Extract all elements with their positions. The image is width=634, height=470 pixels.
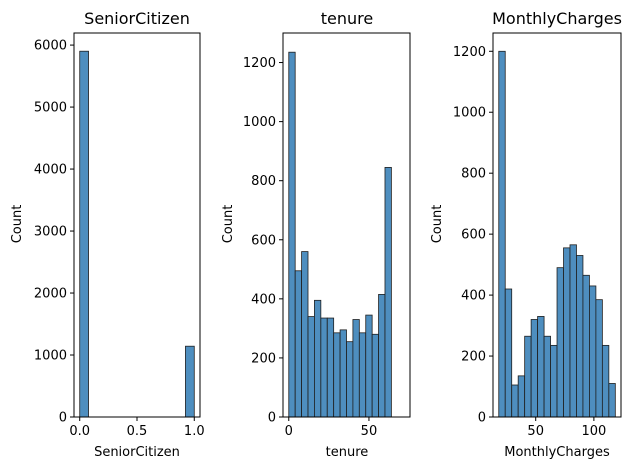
monthly-charges-y-label: Count bbox=[430, 205, 445, 244]
tenure-x-tick-label: 0 bbox=[285, 424, 293, 439]
tenure-bar bbox=[307, 316, 315, 418]
senior-citizen-y-tick-label: 5000 bbox=[34, 101, 67, 116]
tenure-bar bbox=[301, 251, 309, 418]
monthly-charges-bar bbox=[543, 335, 551, 418]
monthly-charges-y-ticks: 0 200 400 600 800 1000 1200 bbox=[453, 45, 493, 426]
monthly-charges-bar bbox=[530, 319, 539, 418]
tenure-x-label: tenure bbox=[326, 445, 369, 460]
senior-citizen-bar bbox=[79, 50, 89, 418]
monthly-charges-bar bbox=[589, 285, 597, 418]
tenure-bar bbox=[314, 299, 322, 418]
tenure-y-tick-label: 200 bbox=[251, 351, 276, 366]
monthly-charges-bar bbox=[582, 274, 590, 418]
monthly-charges-y-tick-label: 1200 bbox=[453, 45, 486, 60]
monthly-charges-bar bbox=[504, 288, 513, 418]
monthly-charges-y-tick-label: 600 bbox=[461, 228, 486, 243]
monthly-charges-bar bbox=[595, 299, 603, 418]
tenure-bars bbox=[288, 51, 392, 418]
senior-citizen-y-ticks: 0 1000 2000 3000 4000 5000 6000 bbox=[34, 39, 74, 426]
monthly-charges-bar bbox=[550, 344, 558, 418]
monthly-charges-histogram: MonthlyCharges 50 100 0 200 400 600 800 1000 12… bbox=[430, 9, 622, 460]
senior-citizen-y-tick-label: 6000 bbox=[34, 39, 67, 54]
senior-citizen-bar bbox=[185, 345, 195, 418]
tenure-bar bbox=[365, 314, 373, 418]
senior-citizen-y-label: Count bbox=[10, 205, 25, 244]
monthly-charges-y-tick-label: 800 bbox=[461, 167, 486, 182]
monthly-charges-y-tick-label: 200 bbox=[461, 350, 486, 365]
tenure-y-tick-label: 1200 bbox=[243, 56, 276, 71]
senior-citizen-y-tick-label: 4000 bbox=[34, 163, 67, 178]
monthly-charges-title: MonthlyCharges bbox=[492, 9, 622, 28]
tenure-bar bbox=[326, 317, 335, 418]
senior-citizen-title: SeniorCitizen bbox=[84, 9, 190, 28]
tenure-bar bbox=[346, 341, 354, 418]
tenure-bar bbox=[378, 294, 386, 418]
monthly-charges-bar bbox=[569, 244, 577, 418]
tenure-y-tick-label: 1000 bbox=[243, 115, 276, 130]
tenure-bar bbox=[352, 319, 360, 418]
tenure-y-ticks: 0 200 400 600 800 1000 1200 bbox=[243, 56, 283, 426]
tenure-x-tick-label: 50 bbox=[361, 424, 378, 439]
monthly-charges-y-tick-label: 1000 bbox=[453, 106, 486, 121]
monthly-charges-bar bbox=[576, 255, 584, 418]
monthly-charges-bar bbox=[601, 344, 610, 418]
tenure-bar bbox=[333, 332, 341, 418]
senior-citizen-x-tick-label: 0.5 bbox=[127, 424, 148, 439]
monthly-charges-x-tick-label: 50 bbox=[527, 424, 544, 439]
monthly-charges-axes-frame bbox=[492, 32, 622, 418]
monthly-charges-x-label: MonthlyCharges bbox=[504, 445, 610, 460]
senior-citizen-y-tick-label: 2000 bbox=[34, 287, 67, 302]
senior-citizen-y-tick-label: 0 bbox=[59, 411, 67, 426]
senior-citizen-x-label: SeniorCitizen bbox=[94, 445, 180, 460]
tenure-bar bbox=[371, 333, 379, 418]
monthly-charges-bar bbox=[511, 384, 519, 418]
senior-citizen-x-tick-label: 1.0 bbox=[184, 424, 205, 439]
monthly-charges-bar bbox=[608, 383, 616, 418]
monthly-charges-y-tick-label: 0 bbox=[478, 411, 486, 426]
tenure-y-tick-label: 800 bbox=[251, 174, 276, 189]
tenure-y-tick-label: 0 bbox=[268, 411, 276, 426]
senior-citizen-y-tick-label: 3000 bbox=[34, 225, 67, 240]
tenure-x-ticks: 0 50 bbox=[285, 417, 378, 439]
senior-citizen-y-tick-label: 1000 bbox=[34, 349, 67, 364]
monthly-charges-x-tick-label: 100 bbox=[581, 424, 606, 439]
tenure-y-tick-label: 600 bbox=[251, 233, 276, 248]
tenure-y-label: Count bbox=[221, 205, 236, 244]
monthly-charges-bar bbox=[517, 375, 526, 418]
tenure-bar bbox=[320, 317, 328, 418]
senior-citizen-x-ticks: 0.0 0.5 1.0 bbox=[69, 417, 205, 439]
monthly-charges-y-tick-label: 400 bbox=[461, 289, 486, 304]
senior-citizen-x-tick-label: 0.0 bbox=[69, 424, 90, 439]
tenure-bar bbox=[339, 329, 347, 418]
monthly-charges-bars bbox=[498, 50, 616, 418]
tenure-axes-frame bbox=[282, 32, 411, 418]
senior-citizen-histogram: SeniorCitizen 0.0 0.5 1.0 0 1000 2000 3000 400… bbox=[10, 9, 205, 460]
senior-citizen-axes-frame bbox=[73, 32, 201, 418]
monthly-charges-x-ticks: 50 100 bbox=[527, 417, 606, 439]
tenure-bar bbox=[358, 332, 367, 418]
monthly-charges-bar bbox=[524, 335, 532, 418]
monthly-charges-bar bbox=[563, 247, 571, 418]
monthly-charges-bar bbox=[537, 316, 545, 418]
monthly-charges-bar bbox=[498, 50, 506, 418]
tenure-bar bbox=[294, 270, 303, 418]
tenure-bar bbox=[288, 51, 296, 418]
tenure-bar bbox=[384, 166, 392, 418]
tenure-y-tick-label: 400 bbox=[251, 292, 276, 307]
tenure-title: tenure bbox=[321, 9, 373, 28]
monthly-charges-bar bbox=[556, 267, 564, 418]
